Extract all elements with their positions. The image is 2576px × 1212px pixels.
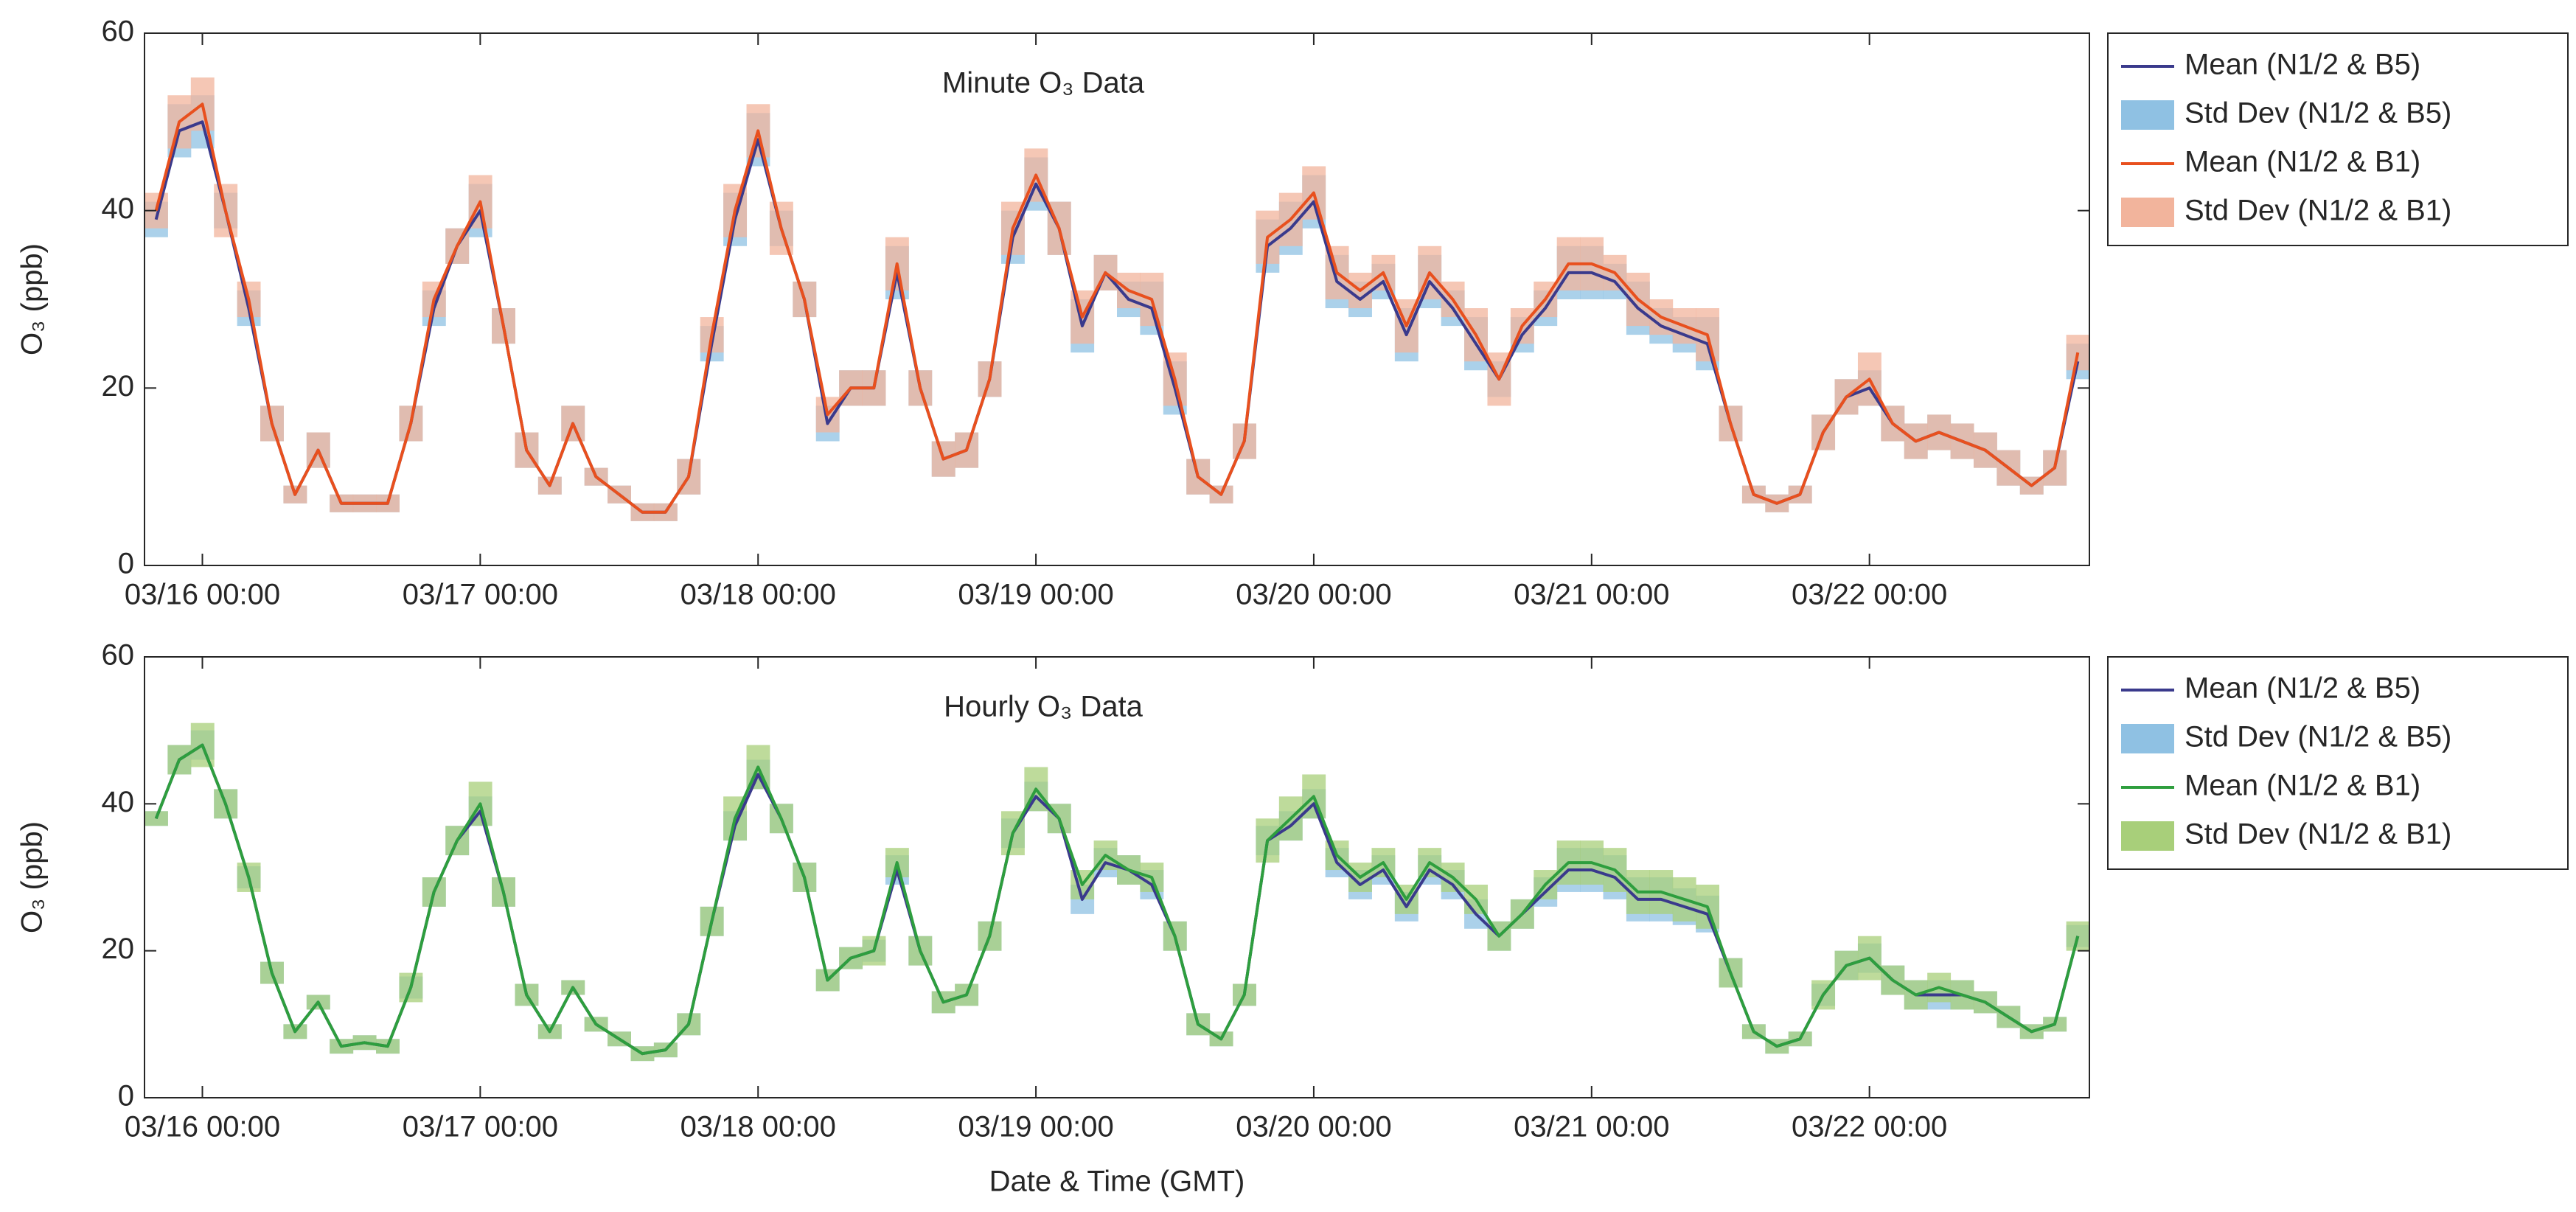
x-tick-label: 03/19 00:00 (958, 1111, 1113, 1143)
y-axis-label: O₃ (ppb) (16, 821, 49, 933)
y-tick-label: 40 (102, 192, 135, 225)
legend-label: Std Dev (N1/2 & B1) (2185, 195, 2451, 227)
x-tick-label: 03/16 00:00 (125, 1111, 280, 1143)
legend-label: Std Dev (N1/2 & B5) (2185, 721, 2451, 753)
mean-line (154, 102, 2080, 514)
y-tick-label: 0 (118, 1080, 134, 1112)
x-tick-label: 03/17 00:00 (403, 579, 558, 611)
x-tick-label: 03/17 00:00 (403, 1111, 558, 1143)
std-band (2066, 921, 2090, 951)
legend-label: Mean (N1/2 & B5) (2185, 672, 2420, 705)
legend-swatch (2121, 821, 2174, 851)
legend-label: Std Dev (N1/2 & B5) (2185, 97, 2451, 130)
x-tick-label: 03/21 00:00 (1514, 1111, 1669, 1143)
x-tick-label: 03/18 00:00 (680, 1111, 836, 1143)
legend-swatch (2121, 100, 2174, 130)
x-tick-label: 03/16 00:00 (125, 579, 280, 611)
x-tick-label: 03/20 00:00 (1236, 1111, 1391, 1143)
y-tick-label: 20 (102, 933, 135, 965)
x-tick-label: 03/19 00:00 (958, 579, 1113, 611)
x-tick-label: 03/21 00:00 (1514, 579, 1669, 611)
x-tick-label: 03/18 00:00 (680, 579, 836, 611)
plot-frame (144, 656, 2090, 1098)
x-tick-label: 03/20 00:00 (1236, 579, 1391, 611)
y-tick-label: 40 (102, 786, 135, 818)
y-tick-label: 60 (102, 639, 135, 672)
y-tick-label: 20 (102, 370, 135, 403)
legend-box (2107, 656, 2569, 870)
chart-title: Hourly O₃ Data (944, 691, 1143, 723)
legend-swatch (2121, 198, 2174, 227)
legend-swatch (2121, 724, 2174, 753)
mean-line (154, 743, 2080, 1056)
chart-title: Minute O₃ Data (942, 67, 1145, 100)
legend-label: Mean (N1/2 & B1) (2185, 770, 2420, 802)
x-tick-label: 03/22 00:00 (1792, 1111, 1947, 1143)
legend-label: Mean (N1/2 & B1) (2185, 146, 2420, 178)
plot-frame (144, 32, 2090, 566)
legend-label: Std Dev (N1/2 & B1) (2185, 818, 2451, 851)
x-axis-label: Date & Time (GMT) (989, 1166, 1245, 1198)
legend-box (2107, 32, 2569, 246)
legend-label: Mean (N1/2 & B5) (2185, 49, 2420, 81)
y-axis-label: O₃ (ppb) (16, 243, 49, 355)
y-tick-label: 0 (118, 548, 134, 580)
y-tick-label: 60 (102, 15, 135, 48)
x-tick-label: 03/22 00:00 (1792, 579, 1947, 611)
